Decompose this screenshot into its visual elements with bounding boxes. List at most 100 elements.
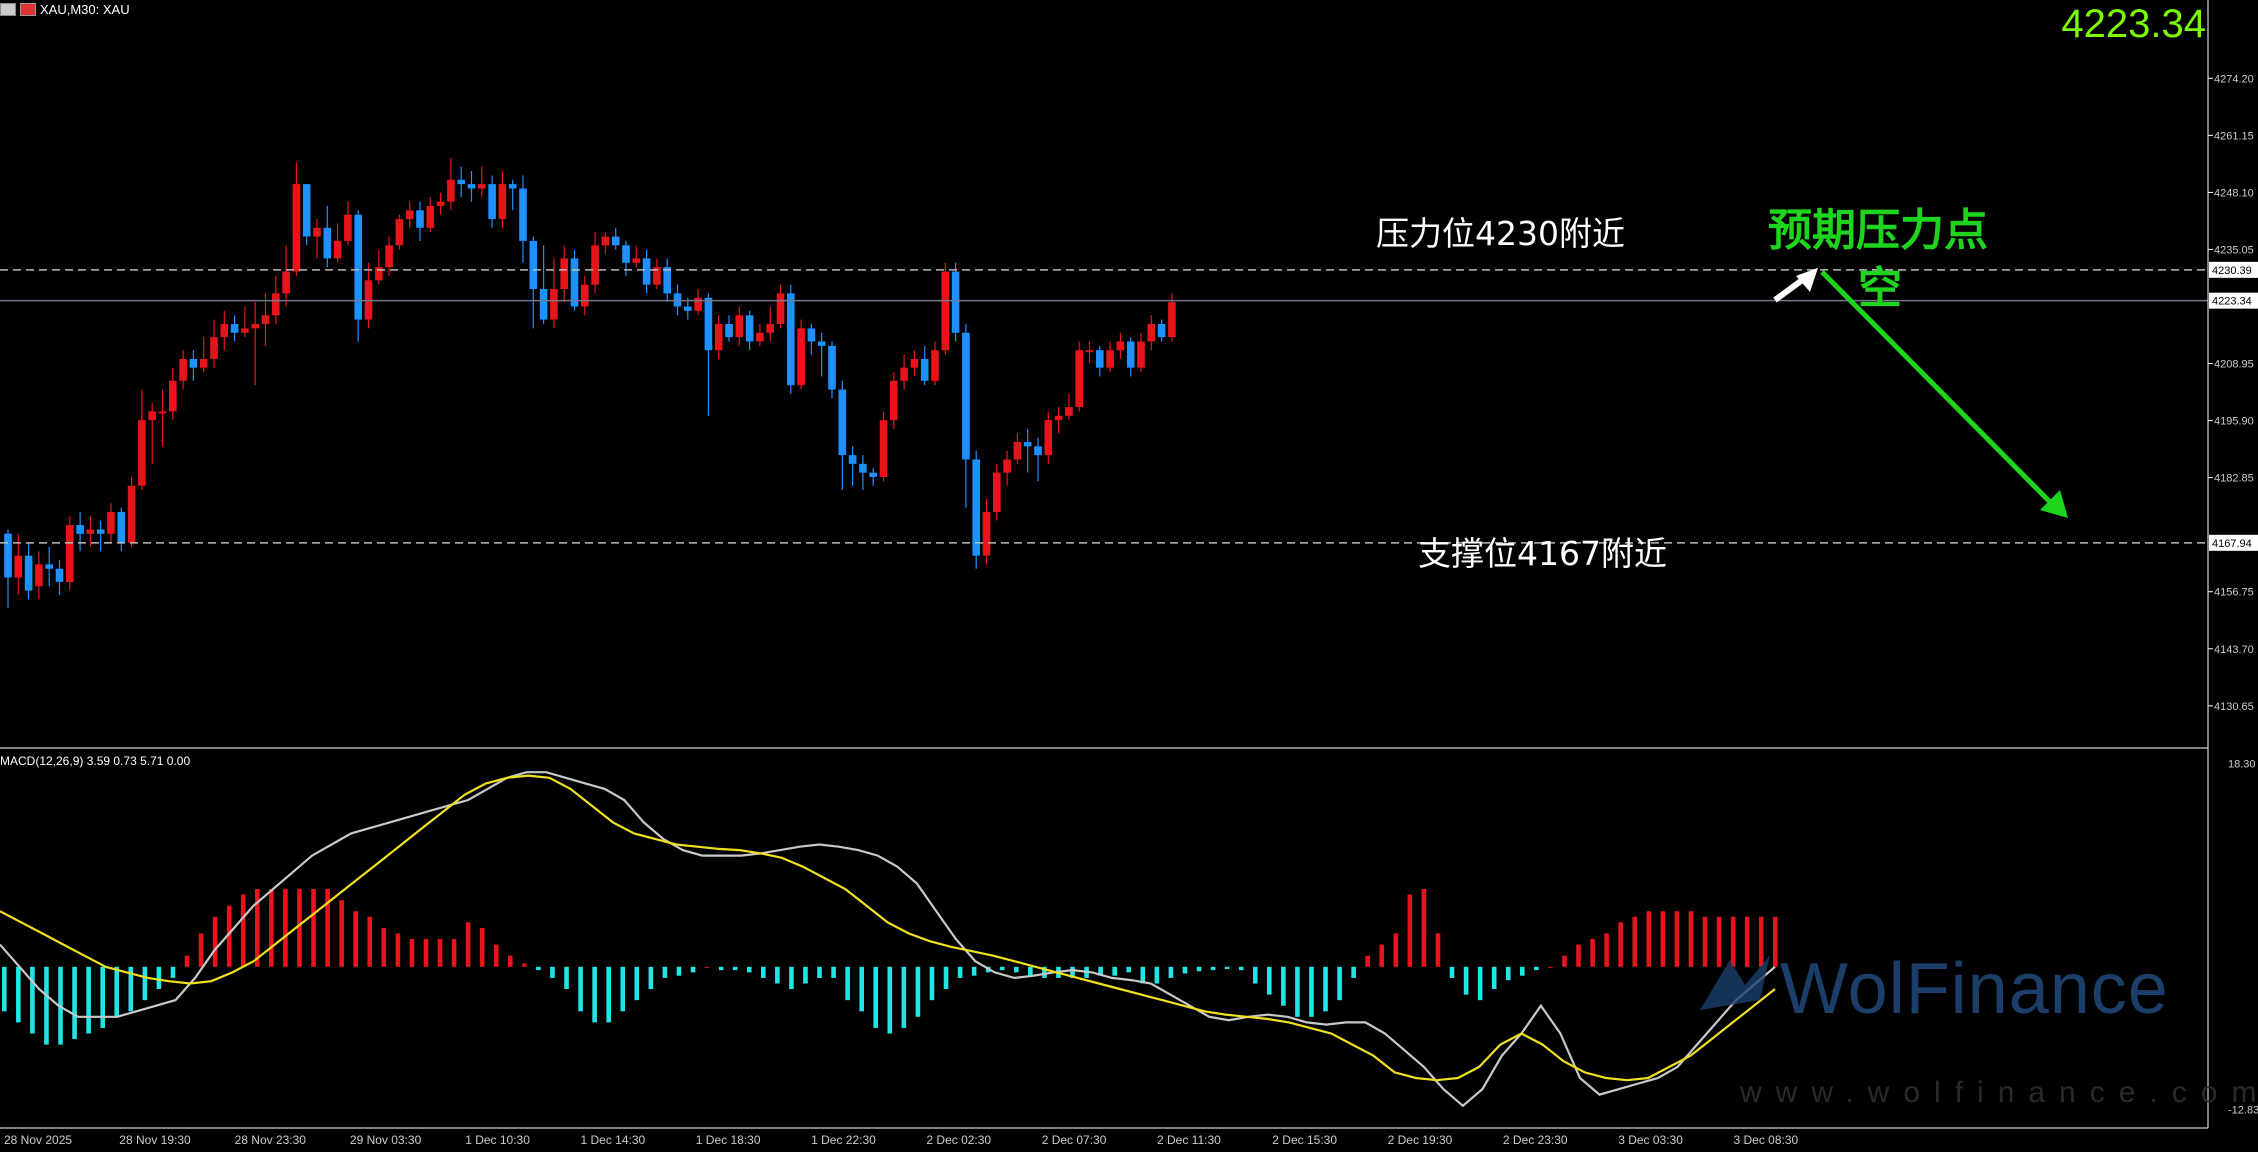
macd-histogram-bar: [72, 966, 77, 1040]
candle-body: [302, 184, 311, 237]
macd-histogram-bar: [16, 966, 21, 1023]
candle-body: [158, 411, 167, 414]
candle-body: [879, 420, 888, 477]
macd-histogram-bar: [1295, 966, 1300, 1017]
price-tick-label: 4208.95: [2214, 359, 2254, 371]
candle-body: [447, 179, 455, 202]
candle-body: [869, 472, 877, 477]
candle-body: [189, 358, 198, 368]
candle-body: [261, 315, 270, 324]
candle-body: [344, 214, 352, 241]
time-tick-label: 28 Nov 23:30: [235, 1133, 307, 1147]
macd-histogram-bar: [606, 966, 611, 1023]
candle-body: [766, 323, 774, 333]
candle-body: [436, 201, 445, 206]
macd-histogram-bar: [451, 939, 457, 967]
candle-body: [756, 332, 764, 342]
candle-body: [714, 323, 723, 351]
macd-histogram-bar: [1140, 966, 1146, 984]
macd-histogram-bar: [1337, 966, 1342, 1001]
candle-body: [35, 564, 43, 587]
price-marker-box: [2209, 292, 2258, 309]
time-tick-label: 2 Dec 23:30: [1503, 1133, 1568, 1147]
candle-body: [993, 472, 1001, 512]
candle-body: [96, 529, 105, 534]
time-tick-label: 28 Nov 19:30: [119, 1133, 191, 1147]
macd-histogram-bar: [170, 966, 176, 978]
candle-body: [1054, 415, 1063, 421]
candle-body: [4, 533, 12, 578]
candle-body: [1157, 323, 1166, 338]
candle-body: [725, 323, 733, 338]
macd-histogram-bar: [86, 966, 91, 1034]
macd-histogram-bar: [1632, 916, 1638, 967]
candle-body: [951, 271, 960, 333]
macd-histogram-bar: [775, 966, 780, 984]
candle-body: [1044, 420, 1053, 456]
price-marker-box: [2209, 261, 2258, 278]
candle-body: [1075, 350, 1083, 408]
macd-histogram-bar: [1393, 933, 1399, 967]
candle-body: [1106, 350, 1114, 368]
macd-histogram-bar: [1702, 916, 1708, 967]
macd-histogram-bar: [1435, 933, 1441, 967]
candle-body: [117, 511, 126, 543]
macd-histogram-bar: [1042, 966, 1047, 978]
macd-histogram-bar: [1534, 966, 1539, 971]
macd-histogram-bar: [1477, 966, 1483, 1001]
macd-histogram-bar: [1688, 911, 1694, 967]
watermark-brand: WolFinance: [1780, 949, 2169, 1029]
macd-tick-label: 18.30: [2228, 758, 2256, 770]
signal-line: [0, 774, 1776, 1082]
macd-histogram-bar: [1758, 916, 1764, 967]
macd-histogram-bar: [522, 963, 527, 967]
candle-body: [24, 555, 33, 591]
macd-histogram-bar: [704, 966, 710, 968]
price-tick-label: 4195.90: [2214, 416, 2254, 428]
macd-histogram-bar: [1744, 916, 1750, 967]
candle-body: [1168, 302, 1176, 338]
macd-histogram-bar: [1449, 966, 1455, 978]
price-tick-label: 4156.75: [2214, 587, 2254, 599]
candle-body: [498, 184, 507, 220]
candle-body: [220, 323, 229, 338]
macd-histogram-bar: [1238, 966, 1244, 971]
candle-body: [797, 328, 805, 386]
macd-histogram-bar: [971, 966, 977, 976]
macd-line: [0, 771, 1776, 1108]
macd-histogram-bar: [1309, 966, 1314, 1017]
macd-histogram-bar: [395, 933, 401, 967]
macd-histogram-bar: [1463, 966, 1469, 995]
candle-body: [14, 555, 23, 578]
macd-histogram-bar: [353, 911, 358, 967]
macd-histogram-bar: [1154, 966, 1160, 984]
macd-histogram-bar: [1505, 966, 1511, 981]
time-tick-label: 2 Dec 11:30: [1157, 1133, 1221, 1147]
grid-icon[interactable]: [0, 2, 16, 16]
price-tick-label: 4130.65: [2214, 701, 2254, 713]
time-tick-label: 1 Dec 22:30: [811, 1133, 876, 1147]
candle-body: [199, 358, 208, 368]
candle-body: [76, 525, 84, 534]
watermark-url: www.wolfinance.com: [1740, 1076, 2258, 1109]
macd-histogram-bar: [1379, 944, 1385, 967]
symbol-icon[interactable]: [20, 2, 36, 16]
candle-body: [828, 345, 836, 390]
macd-histogram-bar: [128, 966, 134, 1012]
price-tick-label: 4235.05: [2214, 244, 2254, 256]
candlestick-series: [4, 157, 1176, 609]
macd-histogram-bar: [999, 966, 1005, 971]
candle-body: [745, 315, 754, 342]
candle-body: [570, 258, 579, 307]
time-tick-label: 2 Dec 15:30: [1272, 1133, 1337, 1147]
macd-histogram-bar: [44, 966, 49, 1045]
macd-histogram-bar: [381, 927, 387, 967]
candle-body: [169, 380, 177, 412]
symbol-label: XAU,M30: XAU: [40, 1, 130, 17]
candle-body: [230, 323, 239, 333]
expectation-annotation: 预期压力点: [1768, 205, 1988, 256]
macd-histogram-bar: [212, 916, 218, 967]
macd-histogram-bar: [1028, 966, 1033, 976]
macd-histogram-bar: [114, 966, 120, 1017]
